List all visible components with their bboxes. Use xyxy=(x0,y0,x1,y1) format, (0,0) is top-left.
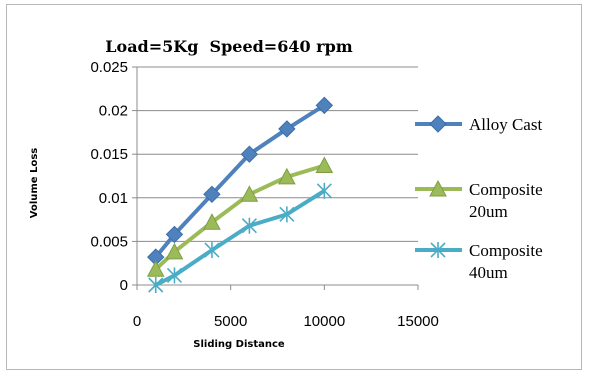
series-layer xyxy=(146,96,334,293)
y-tick-label: 0.01 xyxy=(99,190,128,207)
legend-marker-alloy-cast xyxy=(429,115,447,133)
y-tick-label: 0.02 xyxy=(99,103,128,120)
data-point-alloy-cast xyxy=(278,120,296,138)
line-chart: Load=5Kg Speed=640 rpm 0 0.005 0.01 0.015 0.… xyxy=(29,37,543,350)
data-point-composite-40um xyxy=(148,277,164,293)
data-point-alloy-cast xyxy=(315,96,334,115)
data-point-composite-20um xyxy=(278,167,296,185)
series-alloy-cast xyxy=(147,96,334,266)
x-tick-label: 10000 xyxy=(303,313,345,330)
data-point-composite-20um xyxy=(203,213,221,230)
data-point-composite-40um xyxy=(204,242,220,259)
x-tick-label: 0 xyxy=(133,313,141,330)
data-point-composite-20um xyxy=(240,185,259,202)
legend-label-alloy-cast: Alloy Cast xyxy=(469,115,542,134)
data-point-composite-40um xyxy=(241,217,257,234)
series-composite-20um xyxy=(146,156,334,277)
data-point-alloy-cast xyxy=(165,225,184,244)
series-composite-40um xyxy=(148,182,332,293)
legend-entry-composite-40um: Composite 40um xyxy=(415,241,543,282)
data-point-alloy-cast xyxy=(240,145,259,163)
x-axis-title: Sliding Distance xyxy=(193,339,285,350)
legend-entry-composite-20um: Composite 20um xyxy=(415,179,543,221)
y-tick-label: 0.015 xyxy=(90,146,128,163)
data-point-composite-40um xyxy=(316,182,332,199)
legend-marker-composite-20um xyxy=(429,179,447,197)
y-tick-label: 0.005 xyxy=(90,233,128,250)
x-tick-labels: 0 5000 10000 15000 xyxy=(133,313,439,330)
data-point-composite-20um xyxy=(315,156,334,174)
legend-label-composite-40um: Composite 40um xyxy=(469,241,543,282)
legend: Alloy Cast Composite 20um Composite 40um xyxy=(415,115,543,282)
data-point-composite-40um xyxy=(166,267,183,284)
data-point-alloy-cast xyxy=(203,185,221,204)
y-tick-label: 0 xyxy=(120,277,128,294)
legend-entry-alloy-cast: Alloy Cast xyxy=(415,115,542,134)
axes xyxy=(132,66,419,290)
legend-label-composite-20um: Composite 20um xyxy=(469,180,543,221)
series-line-composite-20um xyxy=(154,163,325,271)
x-tick-label: 15000 xyxy=(397,313,439,330)
series-line-composite-40um xyxy=(154,189,326,287)
x-tick-label: 5000 xyxy=(214,313,247,330)
chart-frame: Load=5Kg Speed=640 rpm 0 0.005 0.01 0.015 0.… xyxy=(6,4,582,370)
y-tick-label: 0.025 xyxy=(90,59,128,76)
chart-title: Load=5Kg Speed=640 rpm xyxy=(105,37,353,56)
y-axis-title: Volume Loss xyxy=(29,148,40,218)
data-point-composite-40um xyxy=(279,206,295,223)
data-point-composite-20um xyxy=(165,242,184,260)
legend-marker-composite-40um xyxy=(430,242,446,258)
y-tick-labels: 0 0.005 0.01 0.015 0.02 0.025 xyxy=(90,59,128,294)
data-point-composite-20um xyxy=(146,260,165,277)
